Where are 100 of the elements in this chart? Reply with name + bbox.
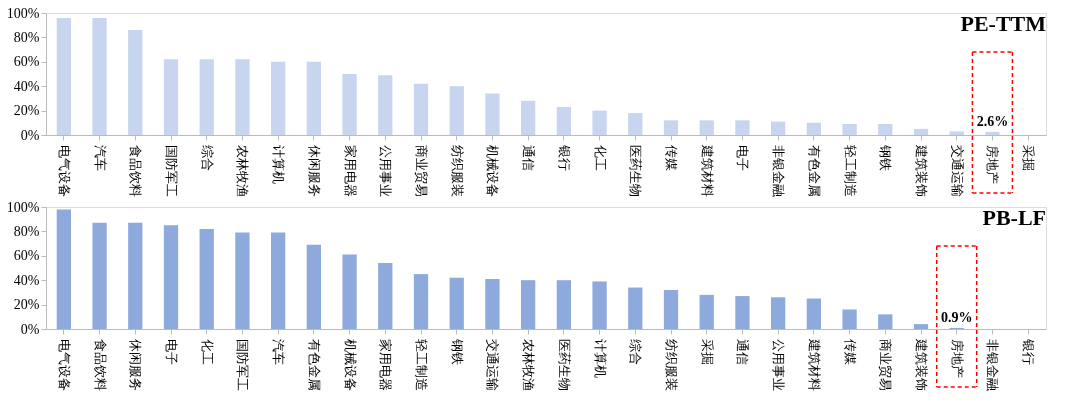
bar — [628, 113, 643, 135]
x-tick-label: 医药生物 — [628, 144, 644, 197]
x-tick-label: 综合 — [199, 144, 215, 171]
x-tick-label: 商业贸易 — [414, 144, 429, 197]
x-tick-label: 交通运输 — [485, 338, 501, 391]
bar — [449, 86, 464, 135]
bar — [199, 59, 214, 135]
bar — [878, 124, 893, 135]
x-tick-label: 机械设备 — [485, 144, 501, 197]
bar — [521, 100, 536, 135]
bar — [56, 17, 71, 135]
bar — [92, 222, 107, 329]
bar — [556, 106, 571, 135]
x-tick-label: 轻工制造 — [414, 338, 429, 391]
bar — [628, 287, 643, 329]
bar — [663, 120, 679, 135]
bar — [592, 110, 607, 135]
x-tick-label: 采掘 — [699, 338, 715, 365]
bar — [485, 93, 500, 135]
x-tick-label: 通信 — [521, 144, 537, 171]
bar — [342, 74, 357, 135]
x-tick-label: 建筑材料 — [806, 337, 822, 391]
x-tick-label: 银行 — [1021, 337, 1037, 365]
x-tick-label: 家用电器 — [378, 338, 394, 391]
x-tick-label: 建筑装饰 — [914, 143, 929, 197]
bar — [913, 128, 929, 135]
y-tick-label: 0% — [20, 127, 40, 143]
x-tick-label: 休闲服务 — [306, 144, 322, 197]
x-tick-label: 国防军工 — [235, 338, 251, 391]
bar — [663, 289, 679, 329]
x-tick-label: 非银金融 — [985, 338, 1001, 391]
bar — [128, 30, 143, 135]
bar — [92, 17, 107, 135]
y-tick-label: 40% — [13, 272, 40, 288]
x-tick-label: 有色金属 — [806, 144, 822, 197]
bar — [413, 83, 429, 135]
annotation: 2.6% — [976, 113, 1009, 129]
x-tick-label: 食品饮料 — [128, 144, 144, 197]
bar — [913, 324, 929, 329]
bar — [592, 281, 607, 329]
x-tick-label: 化工 — [592, 144, 608, 171]
bar — [306, 61, 321, 135]
y-tick-label: 80% — [13, 223, 40, 239]
bar — [163, 225, 179, 329]
y-tick-label: 80% — [13, 29, 40, 45]
bar — [56, 209, 71, 329]
x-tick-label: 农林牧渔 — [521, 338, 537, 391]
x-tick-label: 房地产 — [949, 338, 965, 378]
x-tick-label: 农林牧渔 — [235, 144, 251, 197]
x-tick-label: 电气设备 — [56, 144, 72, 197]
x-tick-label: 非银金融 — [771, 144, 787, 197]
bar — [342, 254, 357, 329]
bar — [306, 244, 321, 329]
x-tick-label: 建筑装饰 — [914, 337, 929, 391]
x-tick-label: 交通运输 — [949, 144, 965, 197]
bar — [378, 75, 393, 135]
bar — [949, 131, 964, 135]
bar — [521, 280, 536, 329]
bar — [413, 274, 429, 329]
bar — [699, 294, 714, 329]
y-tick-label: 20% — [13, 103, 40, 119]
x-tick-label: 汽车 — [92, 144, 108, 171]
x-tick-label: 休闲服务 — [128, 338, 144, 391]
bar — [699, 120, 714, 135]
y-tick-label: 100% — [6, 199, 40, 215]
x-tick-label: 纺织服装 — [449, 144, 465, 197]
x-tick-label: 电子 — [164, 338, 179, 365]
bar — [878, 314, 893, 329]
bar — [771, 297, 786, 329]
x-tick-label: 建筑材料 — [699, 143, 715, 197]
x-tick-label: 化工 — [199, 338, 215, 365]
bar — [271, 232, 286, 329]
x-tick-label: 综合 — [628, 338, 644, 365]
x-tick-label: 公用事业 — [771, 338, 787, 391]
bar — [128, 222, 143, 329]
bar — [235, 59, 250, 135]
bar — [378, 263, 393, 329]
x-tick-label: 商业贸易 — [878, 338, 894, 391]
x-tick-label: 传媒 — [664, 144, 679, 171]
x-tick-label: 钢铁 — [878, 143, 894, 171]
bar — [485, 278, 500, 329]
x-tick-label: 电子 — [735, 144, 751, 171]
x-tick-label: 钢铁 — [449, 337, 465, 365]
x-tick-label: 食品饮料 — [92, 338, 108, 391]
y-tick-label: 40% — [13, 78, 40, 94]
x-tick-label: 纺织服装 — [664, 338, 679, 391]
bar — [842, 124, 857, 135]
chart-title: PB-LF — [982, 205, 1046, 230]
x-tick-label: 电气设备 — [56, 338, 72, 391]
bar — [842, 309, 857, 329]
bar — [806, 122, 821, 135]
x-tick-label: 计算机 — [271, 144, 287, 184]
chart-title: PE-TTM — [960, 11, 1047, 36]
bar — [163, 59, 179, 135]
bar — [806, 298, 821, 329]
x-tick-label: 房地产 — [985, 144, 1001, 184]
y-tick-label: 60% — [13, 54, 40, 70]
x-tick-label: 有色金属 — [306, 338, 322, 391]
x-tick-label: 计算机 — [592, 338, 608, 378]
y-tick-label: 20% — [13, 297, 40, 313]
